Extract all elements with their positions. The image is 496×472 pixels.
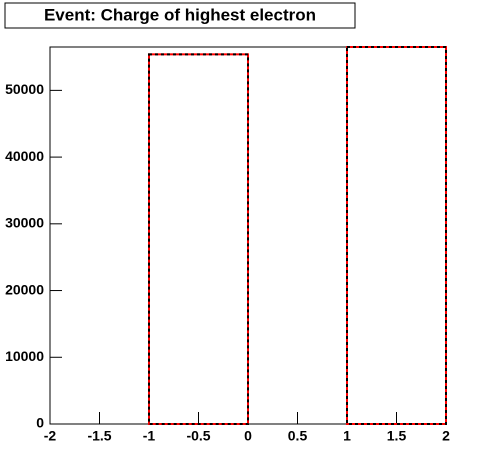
x-tick-label: -2 <box>44 428 57 444</box>
x-tick-label: 1.5 <box>387 428 407 444</box>
y-tick-label: 30000 <box>5 215 44 231</box>
x-tick-label: -0.5 <box>186 428 210 444</box>
x-tick-label: -1 <box>143 428 156 444</box>
histogram-bin <box>346 46 447 425</box>
x-tick-label: 0.5 <box>288 428 308 444</box>
y-tick-label: 50000 <box>5 81 44 97</box>
x-tick-label: 0 <box>244 428 252 444</box>
y-tick-label: 10000 <box>5 348 44 364</box>
title-box <box>4 2 356 29</box>
x-tick-label: -1.5 <box>87 428 111 444</box>
y-tick-label: 0 <box>36 415 44 431</box>
x-tick-label: 2 <box>442 428 450 444</box>
chart-title: Event: Charge of highest electron <box>44 5 316 24</box>
y-tick-label: 40000 <box>5 148 44 164</box>
x-tick-label: 1 <box>343 428 351 444</box>
histogram-bin <box>148 53 249 426</box>
y-tick-label: 20000 <box>5 281 44 297</box>
